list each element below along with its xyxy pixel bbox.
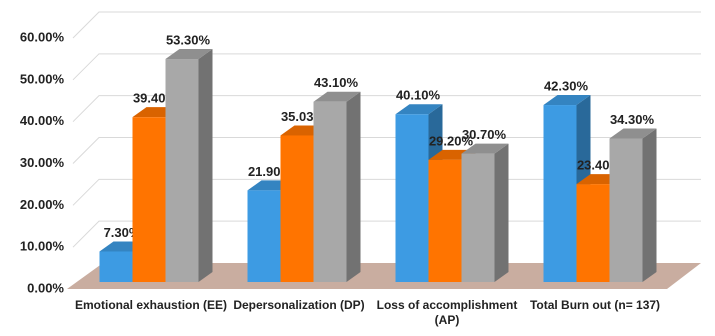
bar-top: [165, 49, 213, 60]
x-tick-label: Emotional exhaustion (EE): [75, 298, 228, 312]
bar: [280, 135, 314, 282]
grid-line: [72, 95, 701, 123]
y-tick-label: 50.00%: [20, 71, 65, 86]
y-tick-label: 10.00%: [20, 239, 65, 254]
grid-line: [72, 53, 701, 81]
bar-side: [346, 91, 361, 282]
bar-top: [543, 95, 591, 106]
value-label: 7.30%: [104, 225, 141, 240]
bar: [543, 105, 577, 282]
grid-line: [72, 137, 701, 164]
y-tick-label: 20.00%: [20, 197, 65, 212]
bar: [132, 117, 166, 282]
y-tick-label: 0.00%: [27, 280, 64, 295]
x-tick-label: Total Burn out (n= 137): [529, 298, 661, 312]
value-label: 29.20%: [429, 133, 474, 148]
bar-side: [494, 143, 509, 282]
y-tick-label: 30.00%: [20, 155, 65, 170]
bar-top: [461, 143, 509, 154]
value-label: 30.70%: [462, 127, 507, 142]
bar: [428, 159, 462, 282]
grid-line: [72, 11, 701, 39]
x-tick-label: Depersonalization (DP): [233, 298, 365, 312]
bar-top: [313, 91, 361, 102]
bar-top: [609, 128, 657, 139]
bar: [313, 101, 347, 282]
value-label: 53.30%: [166, 32, 211, 47]
bar: [247, 190, 281, 282]
value-label: 42.30%: [544, 78, 589, 93]
bar-top: [395, 104, 443, 115]
x-tick-label: Loss of accomplishment (AP): [376, 298, 518, 327]
bar: [165, 59, 199, 282]
y-tick-label: 40.00%: [20, 113, 65, 128]
floor: [67, 263, 701, 289]
y-tick-label: 60.00%: [20, 29, 65, 44]
value-label: 43.10%: [314, 75, 359, 90]
bar: [395, 114, 429, 282]
bar: [576, 184, 610, 282]
bar: [609, 138, 643, 282]
value-label: 40.10%: [396, 88, 441, 103]
bar-side: [642, 128, 657, 282]
bar: [461, 153, 495, 282]
bar: [99, 251, 133, 282]
bar-side: [198, 49, 213, 282]
value-label: 34.30%: [610, 112, 655, 127]
